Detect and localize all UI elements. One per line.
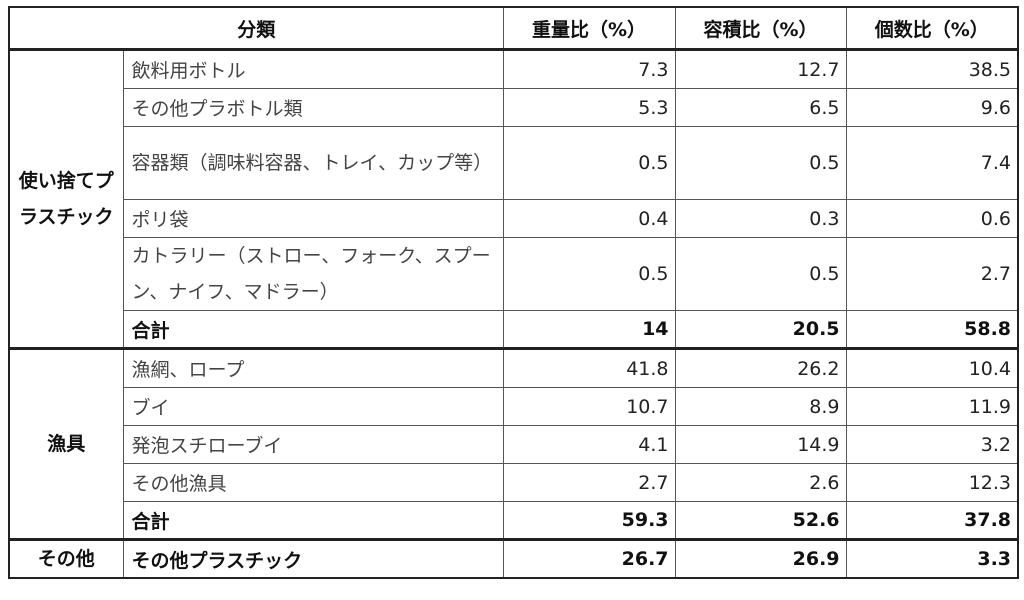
volume-value: 52.6 <box>674 501 847 540</box>
item-name: 飲料用ボトル <box>122 49 504 89</box>
weight-value: 0.5 <box>502 237 676 311</box>
table-row: 容器類（調味料容器、トレイ、カップ等） 0.5 0.5 7.4 <box>9 126 1019 200</box>
header-volume: 容積比（%） <box>674 6 847 51</box>
weight-value: 2.7 <box>502 463 676 502</box>
group-label-other: その他 <box>8 538 124 579</box>
item-name: カトラリー（ストロー、フォーク、スプーン、ナイフ、マドラー） <box>122 237 504 311</box>
weight-value: 0.4 <box>502 199 676 238</box>
table-row: 使い捨てプラスチック 飲料用ボトル 7.3 12.7 38.5 <box>8 49 1019 349</box>
weight-value: 0.5 <box>502 126 676 200</box>
table-row: ブイ 10.7 8.9 11.9 <box>9 387 1019 426</box>
weight-value: 59.3 <box>502 501 676 540</box>
item-name: その他プラボトル類 <box>122 88 504 127</box>
weight-value: 5.3 <box>502 88 676 127</box>
volume-value: 2.6 <box>674 463 847 502</box>
volume-value: 12.7 <box>674 49 847 89</box>
weight-value: 41.8 <box>502 347 676 388</box>
weight-value: 7.3 <box>502 49 676 89</box>
count-value: 3.3 <box>845 538 1019 579</box>
volume-value: 0.3 <box>674 199 847 238</box>
count-value: 2.7 <box>845 237 1019 311</box>
table-row: カトラリー（ストロー、フォーク、スプーン、ナイフ、マドラー） 0.5 0.5 2… <box>9 237 1019 311</box>
total-row: 合計 59.3 52.6 37.8 <box>9 501 1019 540</box>
count-value: 7.4 <box>845 126 1019 200</box>
count-value: 0.6 <box>845 199 1019 238</box>
item-name: ポリ袋 <box>122 199 504 238</box>
count-value: 58.8 <box>845 310 1019 349</box>
volume-value: 26.9 <box>674 538 847 579</box>
weight-value: 14 <box>502 310 676 349</box>
weight-value: 4.1 <box>502 425 676 464</box>
table-row: その他漁具 2.7 2.6 12.3 <box>9 463 1019 502</box>
header-weight: 重量比（%） <box>502 6 676 51</box>
item-name: その他漁具 <box>122 463 504 502</box>
header-row: 分類 重量比（%） 容積比（%） 個数比（%） <box>8 6 1019 51</box>
volume-value: 14.9 <box>674 425 847 464</box>
header-count: 個数比（%） <box>845 6 1019 51</box>
table-row: 漁具 漁網、ロープ 41.8 26.2 10.4 <box>8 347 1019 540</box>
table-row: ポリ袋 0.4 0.3 0.6 <box>9 199 1019 238</box>
total-row: 合計 14 20.5 58.8 <box>9 310 1019 349</box>
volume-value: 0.5 <box>674 126 847 200</box>
table-row: 発泡スチローブイ 4.1 14.9 3.2 <box>9 425 1019 464</box>
group-label-disposable: 使い捨てプラスチック <box>8 49 124 349</box>
count-value: 10.4 <box>845 347 1019 388</box>
count-value: 38.5 <box>845 49 1019 89</box>
table-row: その他 その他プラスチック 26.7 26.9 3.3 <box>8 538 1019 579</box>
volume-value: 8.9 <box>674 387 847 426</box>
table-row: その他プラボトル類 5.3 6.5 9.6 <box>9 88 1019 127</box>
item-name: 漁網、ロープ <box>122 347 504 388</box>
count-value: 11.9 <box>845 387 1019 426</box>
weight-value: 10.7 <box>502 387 676 426</box>
count-value: 12.3 <box>845 463 1019 502</box>
volume-value: 20.5 <box>674 310 847 349</box>
volume-value: 26.2 <box>674 347 847 388</box>
count-value: 37.8 <box>845 501 1019 540</box>
group-label-fishing-gear: 漁具 <box>8 347 124 540</box>
item-name: 容器類（調味料容器、トレイ、カップ等） <box>122 126 504 200</box>
volume-value: 6.5 <box>674 88 847 127</box>
count-value: 9.6 <box>845 88 1019 127</box>
total-label: 合計 <box>122 501 504 540</box>
item-name: その他プラスチック <box>122 538 504 579</box>
count-value: 3.2 <box>845 425 1019 464</box>
item-name: 発泡スチローブイ <box>122 425 504 464</box>
header-category: 分類 <box>8 6 504 51</box>
item-name: ブイ <box>122 387 504 426</box>
weight-value: 26.7 <box>502 538 676 579</box>
total-label: 合計 <box>122 310 504 349</box>
volume-value: 0.5 <box>674 237 847 311</box>
plastic-composition-table: 分類 重量比（%） 容積比（%） 個数比（%） 使い捨てプラスチック 飲料用ボト… <box>8 6 1020 579</box>
